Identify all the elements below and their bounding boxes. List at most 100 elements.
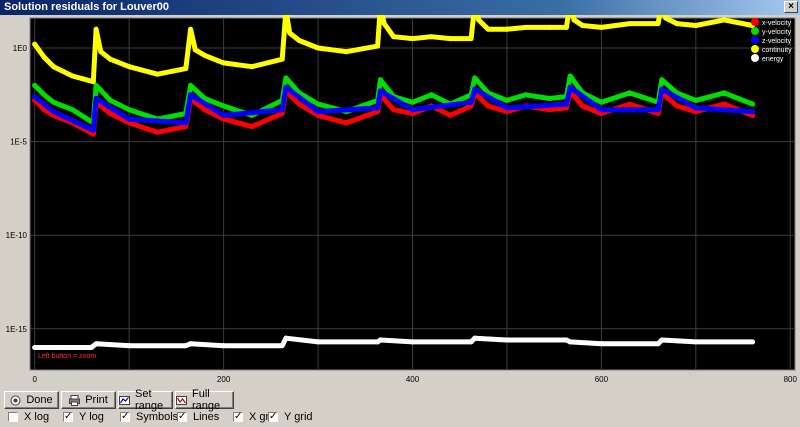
- data-point-continuity: [279, 56, 285, 62]
- data-point-x-velocity: [202, 107, 208, 113]
- data-point-x-velocity: [343, 120, 349, 126]
- data-point-y-velocity: [472, 75, 478, 81]
- data-point-continuity: [41, 54, 47, 60]
- data-point-x-velocity: [750, 112, 755, 118]
- x-log-checkbox[interactable]: X log: [8, 411, 49, 423]
- y-tick-label: 1E-5: [10, 138, 27, 147]
- symbols-box[interactable]: ✓: [120, 411, 130, 422]
- option-checkboxes: X log ✓ Y log ✓ Symbols ✓ Lines ✓ X grid…: [0, 410, 800, 426]
- data-point-z-velocity: [655, 107, 661, 113]
- data-point-energy: [659, 337, 665, 343]
- full-range-button[interactable]: Full range: [175, 388, 234, 412]
- data-point-y-velocity: [315, 101, 321, 107]
- y-log-box[interactable]: ✓: [63, 411, 73, 422]
- data-point-continuity: [249, 64, 255, 70]
- done-button[interactable]: Done: [4, 391, 59, 409]
- data-point-z-velocity: [750, 109, 755, 115]
- data-point-energy: [693, 339, 699, 345]
- data-point-x-velocity: [315, 112, 321, 118]
- data-point-z-velocity: [279, 107, 285, 113]
- x-tick-label: 400: [406, 375, 420, 384]
- data-point-y-velocity: [567, 73, 573, 79]
- print-button[interactable]: Print: [61, 391, 116, 409]
- data-point-x-velocity: [721, 101, 727, 107]
- data-point-energy: [750, 339, 755, 345]
- data-point-energy: [563, 337, 569, 343]
- set-range-label: Set range: [135, 388, 164, 412]
- data-point-energy: [504, 337, 510, 343]
- legend-label-energy: energy: [762, 56, 784, 63]
- data-point-z-velocity: [563, 101, 569, 107]
- legend-marker-continuity: [751, 45, 759, 53]
- print-label: Print: [85, 394, 108, 406]
- data-point-energy: [598, 341, 604, 347]
- data-point-x-velocity: [296, 101, 302, 107]
- data-point-continuity: [563, 24, 569, 30]
- set-range-button[interactable]: Set range: [118, 388, 173, 412]
- data-point-continuity: [546, 24, 552, 30]
- close-button[interactable]: ×: [784, 1, 798, 13]
- data-point-z-velocity: [315, 109, 321, 115]
- symbols-checkbox[interactable]: ✓ Symbols: [120, 411, 178, 423]
- done-icon: [10, 395, 21, 406]
- y-log-checkbox[interactable]: ✓ Y log: [63, 411, 104, 423]
- data-point-x-velocity: [674, 103, 680, 109]
- data-point-continuity: [70, 73, 75, 79]
- data-point-y-velocity: [188, 82, 194, 88]
- residuals-chart[interactable]: 0 200 400 600 800 1E0 1E-5 1E-10 1E-15 Iterations…: [0, 15, 800, 388]
- lines-box[interactable]: ✓: [177, 411, 187, 422]
- data-point-continuity: [375, 43, 381, 49]
- data-point-y-velocity: [377, 77, 383, 83]
- lines-checkbox[interactable]: ✓ Lines: [177, 411, 219, 423]
- legend-label-z-velocity: z-velocity: [762, 38, 792, 45]
- y-grid-checkbox[interactable]: ✓ Y grid: [268, 411, 313, 423]
- full-range-icon: [176, 395, 187, 406]
- data-point-energy: [188, 341, 194, 347]
- data-point-energy: [655, 341, 661, 347]
- data-point-x-velocity: [485, 103, 491, 109]
- y-tick-label: 1E-10: [6, 231, 28, 240]
- data-point-continuity: [476, 17, 482, 23]
- data-point-z-velocity: [377, 88, 383, 94]
- data-point-energy: [183, 343, 189, 349]
- data-point-energy: [221, 343, 227, 349]
- data-point-continuity: [693, 22, 699, 28]
- data-point-continuity: [202, 52, 208, 58]
- data-point-continuity: [188, 26, 194, 32]
- data-point-continuity: [627, 21, 633, 27]
- data-point-y-velocity: [202, 96, 208, 102]
- x-tick-label: 800: [784, 375, 798, 384]
- data-point-z-velocity: [188, 92, 194, 98]
- y-grid-box[interactable]: ✓: [268, 411, 278, 422]
- data-point-continuity: [580, 22, 585, 28]
- data-point-x-velocity: [221, 116, 227, 122]
- data-point-z-velocity: [221, 112, 227, 118]
- data-point-energy: [279, 343, 285, 349]
- data-point-z-velocity: [283, 84, 289, 90]
- legend-marker-x-velocity: [751, 18, 759, 26]
- x-grid-box[interactable]: ✓: [233, 411, 243, 422]
- data-point-energy: [283, 335, 289, 341]
- data-point-continuity: [32, 41, 38, 47]
- data-point-x-velocity: [107, 110, 113, 116]
- data-point-z-velocity: [567, 84, 573, 90]
- data-point-y-velocity: [51, 99, 57, 105]
- data-point-x-velocity: [447, 112, 453, 118]
- data-point-y-velocity: [410, 99, 415, 105]
- y-grid-label: Y grid: [284, 411, 313, 423]
- data-point-continuity: [721, 17, 727, 23]
- data-point-continuity: [155, 71, 160, 77]
- data-point-z-velocity: [693, 105, 699, 111]
- data-point-y-velocity: [41, 92, 47, 98]
- lines-label: Lines: [193, 411, 220, 423]
- data-point-x-velocity: [546, 107, 552, 113]
- title-bar[interactable]: Solution residuals for Louver00 ×: [0, 0, 800, 15]
- y-tick-label: 1E-15: [6, 325, 28, 334]
- data-point-continuity: [571, 17, 577, 23]
- data-point-y-velocity: [93, 82, 99, 88]
- data-point-continuity: [447, 36, 453, 42]
- symbols-label: Symbols: [136, 411, 179, 423]
- x-log-box[interactable]: [8, 412, 18, 422]
- data-point-y-velocity: [221, 103, 227, 109]
